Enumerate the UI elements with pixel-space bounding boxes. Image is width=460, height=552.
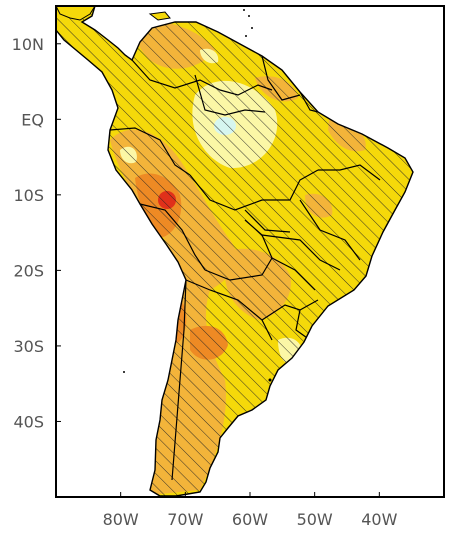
lon-tick-label: 40W <box>361 510 397 529</box>
lon-tick-label: 50W <box>297 510 333 529</box>
lat-tick-label: 20S <box>13 261 44 280</box>
lon-tick-label: 70W <box>167 510 203 529</box>
latitude-axis: 10N EQ 10S 20S 30S 40S <box>12 35 61 431</box>
lat-tick-label: 40S <box>13 412 44 431</box>
lat-tick-label: 10S <box>13 186 44 205</box>
lon-tick-label: 80W <box>103 510 139 529</box>
lat-tick-label: EQ <box>21 110 44 129</box>
lon-tick-label: 60W <box>232 510 268 529</box>
lat-tick-label: 30S <box>13 337 44 356</box>
islands <box>123 9 272 382</box>
longitude-axis: 80W 70W 60W 50W 40W <box>103 492 398 529</box>
lat-tick-label: 10N <box>12 35 44 54</box>
